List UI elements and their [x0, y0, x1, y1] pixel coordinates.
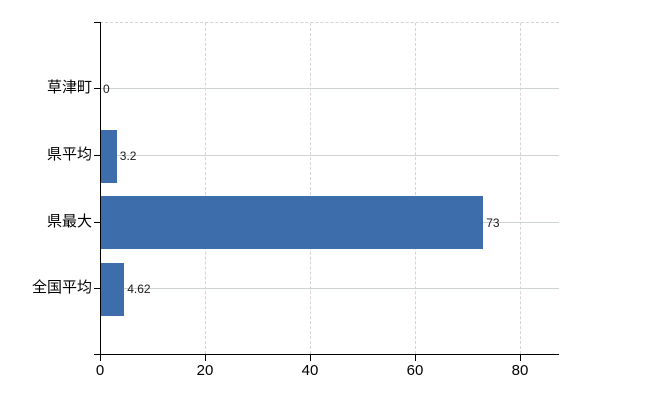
bar-value-label: 0 — [103, 82, 110, 96]
category-label: 草津町 — [46, 79, 92, 96]
horizontal-gridline — [100, 88, 559, 89]
x-axis-tick — [205, 355, 206, 361]
x-tick-label: 40 — [301, 362, 319, 379]
y-axis-line — [100, 22, 101, 355]
x-axis-tick — [415, 355, 416, 361]
category-label: 全国平均 — [31, 279, 92, 296]
x-axis-tick — [100, 355, 101, 361]
bar-value-label: 4.62 — [127, 282, 151, 296]
bar-value-label: 3.2 — [119, 149, 137, 163]
bar — [100, 262, 125, 316]
x-axis-tick — [310, 355, 311, 361]
category-label: 県最大 — [46, 212, 92, 230]
x-tick-label: 20 — [196, 362, 214, 379]
horizontal-gridline — [100, 155, 559, 156]
vertical-gridline — [310, 23, 311, 354]
category-label: 県平均 — [46, 146, 92, 163]
x-tick-label: 0 — [95, 362, 105, 379]
y-axis-tick — [94, 22, 100, 23]
x-tick-label: 60 — [406, 362, 424, 379]
y-axis-tick — [94, 88, 100, 89]
bar — [100, 129, 117, 183]
y-axis-tick — [94, 288, 100, 289]
vertical-gridline — [520, 23, 521, 354]
bar-value-label: 73 — [486, 215, 500, 230]
x-axis-line — [94, 354, 559, 355]
plot-area: 0 3.2 73 4.62 — [100, 22, 559, 354]
vertical-gridline — [415, 23, 416, 354]
y-axis-tick — [94, 221, 100, 223]
x-axis-tick — [520, 355, 521, 361]
bar — [100, 196, 484, 249]
x-tick-label: 80 — [511, 362, 529, 379]
vertical-gridline — [205, 23, 206, 354]
y-axis-tick — [94, 155, 100, 156]
horizontal-gridline — [100, 288, 559, 289]
